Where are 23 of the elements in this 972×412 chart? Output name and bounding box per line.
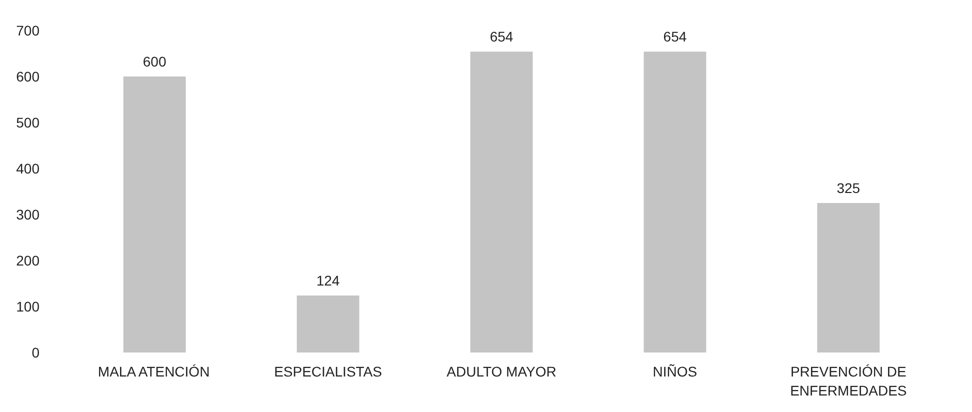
x-tick-label: ADULTO MAYOR: [446, 364, 556, 380]
x-tick-label: PREVENCIÓN DE ENFERMEDADES: [790, 364, 907, 399]
data-label: 600: [142, 54, 166, 70]
bar: [817, 203, 880, 352]
data-label: 654: [663, 28, 687, 45]
y-tick-label: 200: [16, 252, 40, 268]
y-tick-label: 400: [16, 160, 40, 176]
y-tick-label: 700: [16, 22, 40, 38]
x-tick-label: ESPECIALISTAS: [274, 364, 382, 380]
data-label: 124: [316, 272, 340, 288]
data-label: 325: [836, 180, 860, 196]
data-label: 654: [490, 28, 514, 45]
y-tick-label: 100: [16, 298, 40, 314]
bar: [470, 52, 533, 352]
y-tick-label: 500: [16, 114, 40, 130]
bar: [644, 52, 706, 352]
x-tick-label: MALA ATENCIÓN: [98, 364, 210, 380]
x-tick-label: NIÑOS: [652, 364, 698, 380]
y-tick-label: 300: [16, 206, 40, 222]
y-tick-label: 600: [16, 68, 40, 84]
bar: [296, 295, 360, 352]
y-tick-label: 0: [32, 344, 40, 360]
bar: [123, 76, 186, 352]
